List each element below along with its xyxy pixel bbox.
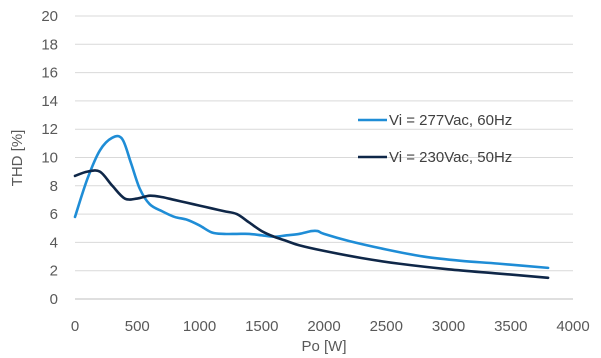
y-tick-label: 18 xyxy=(41,36,58,53)
y-axis-title: THD [%] xyxy=(9,130,26,187)
x-tick-label: 4000 xyxy=(556,318,589,335)
y-tick-label: 14 xyxy=(41,93,58,110)
legend-label: Vi = 277Vac, 60Hz xyxy=(389,112,512,129)
legend-label: Vi = 230Vac, 50Hz xyxy=(389,149,512,166)
x-tick-label: 3500 xyxy=(494,318,527,335)
x-axis-title: Po [W] xyxy=(301,338,346,355)
x-tick-label: 1000 xyxy=(183,318,216,335)
horizontal-gridlines xyxy=(75,15,573,300)
y-tick-label: 6 xyxy=(50,206,58,223)
series-lines xyxy=(73,134,550,280)
x-tick-label: 1500 xyxy=(245,318,278,335)
x-tick-label: 2000 xyxy=(307,318,340,335)
y-tick-label: 2 xyxy=(50,263,58,280)
y-tick-label: 8 xyxy=(50,178,58,195)
y-tick-label: 20 xyxy=(41,8,58,25)
y-tick-label: 4 xyxy=(50,234,58,251)
y-tick-label: 16 xyxy=(41,65,58,82)
x-tick-label: 2500 xyxy=(370,318,403,335)
x-axis-tick-labels: 0 500 1000 1500 2000 2500 3000 3500 4000 xyxy=(71,318,590,335)
y-tick-label: 10 xyxy=(41,150,58,167)
x-tick-label: 3000 xyxy=(432,318,465,335)
x-tick-label: 0 xyxy=(71,318,79,335)
series-line-2 xyxy=(73,169,550,280)
legend: Vi = 277Vac, 60Hz Vi = 230Vac, 50Hz xyxy=(358,112,512,166)
y-tick-label: 0 xyxy=(50,291,58,308)
y-tick-label: 12 xyxy=(41,121,58,138)
x-tick-label: 500 xyxy=(125,318,150,335)
y-axis-tick-labels: 0 2 4 6 8 10 12 14 16 18 20 xyxy=(41,8,58,308)
series-line-1 xyxy=(73,134,550,270)
